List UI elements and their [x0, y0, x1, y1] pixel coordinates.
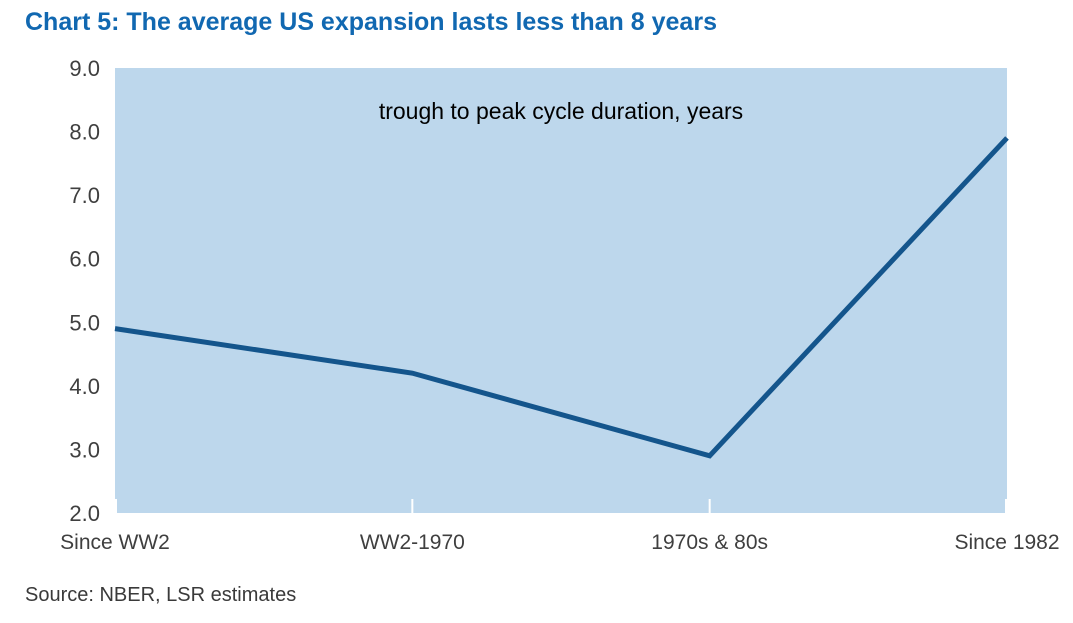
- series-line: [114, 136, 1009, 459]
- y-axis-tick-label: 3.0: [69, 437, 100, 462]
- chart-title: Chart 5: The average US expansion lasts …: [25, 8, 717, 36]
- x-axis-tick-label: Since WW2: [60, 531, 170, 554]
- y-axis-tick-label: 2.0: [69, 501, 100, 526]
- plot-area: [115, 68, 1007, 513]
- x-axis-tick-label: 1970s & 80s: [651, 531, 768, 554]
- annotation-label: trough to peak cycle duration, years: [379, 98, 743, 124]
- y-axis-tick-label: 8.0: [69, 120, 100, 145]
- y-axis-tick-label: 4.0: [69, 374, 100, 399]
- x-axis-tick-label: WW2-1970: [360, 531, 465, 554]
- x-axis-tick-label: Since 1982: [954, 531, 1059, 554]
- y-axis-tick-label: 5.0: [69, 310, 100, 335]
- y-axis-tick-label: 9.0: [69, 56, 100, 81]
- source-note: Source: NBER, LSR estimates: [25, 584, 297, 606]
- y-axis-tick-label: 6.0: [69, 247, 100, 272]
- y-axis-tick-label: 7.0: [69, 183, 100, 208]
